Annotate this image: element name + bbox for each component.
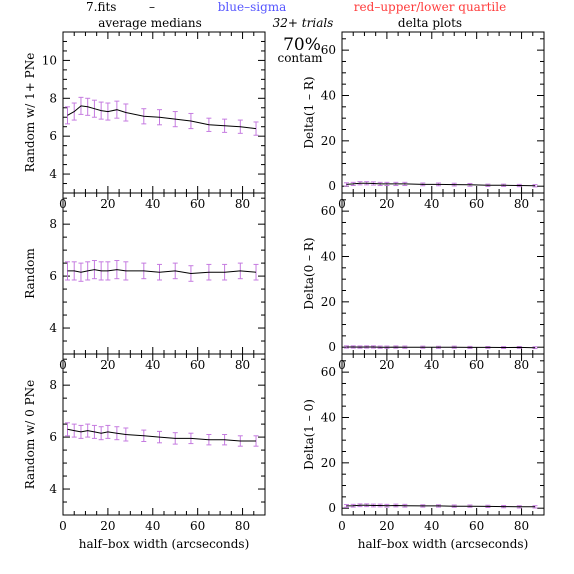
x-tick-label: 80 bbox=[235, 358, 250, 372]
x-tick-label: 20 bbox=[100, 519, 115, 533]
x-tick-label: 20 bbox=[379, 519, 394, 533]
y-tick-label: 6 bbox=[49, 430, 57, 444]
x-tick-label: 80 bbox=[514, 358, 529, 372]
plot-frame bbox=[341, 192, 545, 355]
y-tick-label: 60 bbox=[321, 204, 336, 218]
x-tick-label: 60 bbox=[190, 197, 205, 211]
y-tick-label: 4 bbox=[49, 482, 57, 496]
x-axis-label: half–box width (arcseconds) bbox=[79, 537, 250, 551]
y-axis-label: Delta(0 – R) bbox=[302, 237, 316, 309]
y-tick-label: 60 bbox=[321, 365, 336, 379]
x-tick-label: 60 bbox=[190, 519, 205, 533]
plot-frame bbox=[341, 31, 545, 194]
left-column-title: average medians bbox=[98, 16, 202, 30]
x-tick-label: 80 bbox=[235, 197, 250, 211]
x-tick-label: 20 bbox=[379, 197, 394, 211]
y-tick-label: 6 bbox=[49, 129, 57, 143]
y-tick-label: 40 bbox=[321, 88, 336, 102]
series-line bbox=[67, 269, 257, 275]
panel-right-3: 0 20 40 60 80 0 20 40 60 Delta(1 – 0) half–box wid… bbox=[302, 353, 545, 551]
x-tick-label: 60 bbox=[469, 358, 484, 372]
contam-percent: 70% bbox=[283, 35, 321, 55]
x-tick-label: 80 bbox=[514, 197, 529, 211]
x-tick-label: 40 bbox=[145, 197, 160, 211]
panel-left-3: 0 20 40 60 80 4 6 8 Random w/ 0 PNe half–box widt… bbox=[23, 353, 266, 551]
y-tick-label: 40 bbox=[321, 410, 336, 424]
x-tick-label: 20 bbox=[100, 358, 115, 372]
x-tick-label: 40 bbox=[424, 519, 439, 533]
y-tick-label: 6 bbox=[49, 269, 57, 283]
x-tick-label: 0 bbox=[59, 519, 67, 533]
y-axis-label: Delta(1 – R) bbox=[302, 76, 316, 148]
header-dash: – bbox=[149, 0, 155, 14]
file-name: 7.fits bbox=[86, 0, 116, 14]
x-tick-label: 20 bbox=[100, 197, 115, 211]
plot-frame bbox=[62, 31, 266, 194]
y-tick-label: 0 bbox=[328, 340, 336, 354]
y-tick-label: 0 bbox=[328, 179, 336, 193]
plot-frame bbox=[62, 353, 266, 516]
y-tick-label: 4 bbox=[49, 167, 57, 181]
x-tick-label: 40 bbox=[424, 358, 439, 372]
sigma-legend: blue–sigma bbox=[218, 0, 287, 14]
y-axis-label: Delta(1 – 0) bbox=[302, 399, 316, 470]
y-tick-label: 8 bbox=[49, 378, 57, 392]
plot-frame bbox=[62, 192, 266, 355]
series-line bbox=[346, 346, 536, 349]
y-axis-label: Random bbox=[23, 248, 37, 299]
y-tick-label: 20 bbox=[321, 456, 336, 470]
plot-frame bbox=[341, 353, 545, 516]
x-tick-label: 60 bbox=[469, 197, 484, 211]
series-line bbox=[67, 105, 257, 130]
y-axis-label: Random w/ 0 PNe bbox=[23, 380, 37, 490]
series-line bbox=[67, 428, 256, 442]
y-tick-label: 4 bbox=[49, 321, 57, 335]
y-tick-label: 8 bbox=[49, 91, 57, 105]
x-tick-label: 0 bbox=[338, 519, 346, 533]
x-tick-label: 60 bbox=[190, 358, 205, 372]
x-tick-label: 60 bbox=[469, 519, 484, 533]
contam-label: contam bbox=[277, 51, 323, 65]
series-line bbox=[346, 182, 536, 187]
y-axis-label: Random w/ 1+ PNe bbox=[23, 53, 37, 173]
right-column-title: delta plots bbox=[398, 16, 462, 30]
y-tick-label: 60 bbox=[321, 43, 336, 57]
x-tick-label: 80 bbox=[514, 519, 529, 533]
y-tick-label: 40 bbox=[321, 249, 336, 263]
y-tick-label: 20 bbox=[321, 295, 336, 309]
y-tick-label: 8 bbox=[49, 217, 57, 231]
y-tick-label: 0 bbox=[328, 501, 336, 515]
series-line bbox=[346, 504, 535, 508]
x-tick-label: 40 bbox=[424, 197, 439, 211]
y-tick-label: 10 bbox=[42, 53, 57, 67]
trials-label: 32+ trials bbox=[273, 16, 334, 30]
x-axis-label: half–box width (arcseconds) bbox=[358, 537, 529, 551]
x-tick-label: 40 bbox=[145, 519, 160, 533]
x-tick-label: 80 bbox=[235, 519, 250, 533]
y-tick-label: 20 bbox=[321, 134, 336, 148]
x-tick-label: 20 bbox=[379, 358, 394, 372]
x-tick-label: 40 bbox=[145, 358, 160, 372]
quartile-legend: red–upper/lower quartile bbox=[354, 0, 506, 14]
